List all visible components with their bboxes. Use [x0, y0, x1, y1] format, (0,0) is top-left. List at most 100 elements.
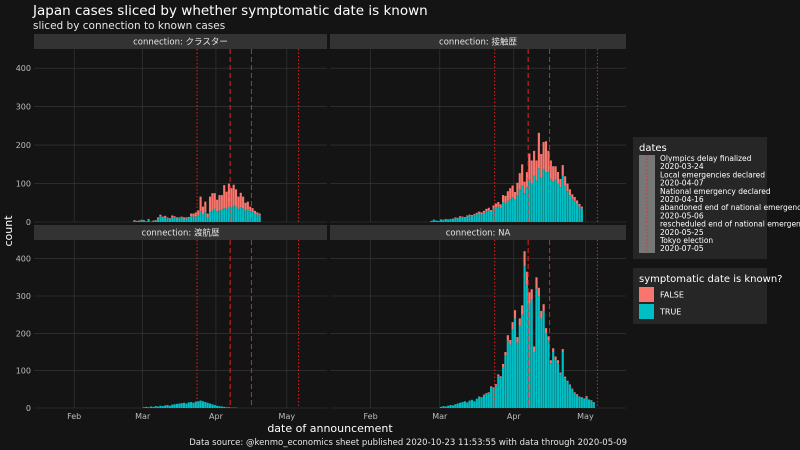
bar-true — [192, 216, 195, 222]
bar-false — [521, 305, 524, 315]
bar-false — [552, 166, 555, 182]
bar-false — [249, 206, 252, 212]
bar-true — [523, 193, 526, 222]
bar-true — [175, 218, 179, 222]
bar-true — [223, 208, 226, 222]
bar-false — [566, 183, 569, 192]
facet-strip — [34, 34, 327, 49]
y-tick-label: 400 — [16, 64, 31, 73]
bar-true — [216, 405, 219, 408]
bar-true — [497, 376, 500, 408]
bar-true — [211, 404, 214, 408]
bar-false — [242, 196, 245, 209]
bar-false — [509, 340, 512, 345]
bar-false — [497, 202, 500, 207]
bar-true — [178, 403, 181, 408]
bar-false — [540, 310, 543, 319]
bar-true — [435, 220, 438, 222]
bar-true — [168, 405, 171, 408]
legend-entry-label: TRUE — [659, 308, 681, 317]
bar-true — [564, 378, 567, 408]
bar-true — [145, 221, 148, 222]
bar-true — [540, 177, 543, 222]
bar-true — [256, 214, 259, 222]
bar-false — [234, 189, 238, 207]
bar-true — [499, 378, 502, 408]
bar-true — [180, 403, 183, 408]
bar-true — [482, 212, 486, 222]
bar-true — [147, 407, 150, 408]
bar-false — [206, 213, 209, 218]
bar-false — [578, 203, 581, 207]
bar-false — [485, 393, 488, 394]
bar-false — [497, 374, 500, 377]
bar-true — [213, 208, 216, 222]
bar-false — [166, 217, 169, 219]
bar-true — [571, 389, 574, 408]
bar-false — [504, 195, 507, 204]
bar-true — [571, 198, 574, 222]
legend-entry-label: FALSE — [660, 291, 684, 300]
bar-true — [234, 206, 238, 222]
bar-true — [494, 385, 497, 408]
bar-true — [456, 403, 459, 408]
bar-true — [494, 207, 497, 222]
bars — [439, 251, 595, 408]
bar-false — [232, 184, 235, 206]
bar-true — [578, 396, 581, 408]
bar-true — [211, 210, 214, 222]
bar-false — [535, 160, 538, 181]
bar-false — [225, 191, 228, 209]
bar-true — [509, 198, 512, 222]
bar-true — [140, 220, 143, 222]
bar-false — [494, 203, 497, 208]
y-tick-label: 0 — [26, 404, 31, 413]
y-tick-label: 100 — [16, 367, 31, 376]
bar-false — [244, 202, 247, 211]
dates-legend-event-date: 2020-07-05 — [660, 244, 704, 253]
bar-false — [182, 217, 186, 219]
bar-true — [592, 402, 595, 408]
bar-false — [492, 387, 495, 389]
bar-false — [585, 396, 588, 397]
bar-true — [473, 215, 476, 222]
bar-true — [437, 220, 440, 222]
bar-true — [204, 212, 207, 222]
bar-true — [201, 401, 205, 408]
bar-true — [482, 394, 486, 408]
bar-true — [147, 219, 150, 222]
bar-true — [223, 406, 226, 408]
bar-false — [208, 196, 212, 213]
facet-strip-label: connection: 渡航歴 — [142, 228, 220, 239]
facet-panel: connection: 渡航歴 0 100 200 300 400 Feb Mar Apr May — [16, 225, 327, 421]
bar-false — [190, 213, 193, 217]
bar-true — [530, 183, 533, 222]
bar-false — [542, 304, 545, 311]
bar-false — [559, 178, 562, 188]
bar-true — [227, 206, 231, 222]
bar-false — [523, 181, 526, 194]
bar-false — [552, 348, 555, 352]
bar-false — [511, 185, 514, 198]
bar-true — [180, 217, 183, 222]
bar-true — [449, 219, 452, 222]
bar-false — [197, 210, 200, 216]
bar-true — [516, 195, 519, 222]
bar-true — [528, 179, 531, 222]
bar-true — [225, 208, 228, 222]
bar-true — [549, 363, 552, 408]
bar-false — [516, 182, 519, 196]
bar-true — [463, 401, 466, 408]
dates-legend-event-name: Local emergencies declared — [660, 170, 765, 179]
bar-true — [185, 403, 188, 408]
bar-true — [523, 266, 526, 408]
bar-true — [573, 200, 576, 222]
x-tick-label: Apr — [507, 412, 522, 421]
bar-false — [482, 210, 486, 213]
bar-true — [190, 216, 193, 222]
gridlines — [34, 240, 327, 409]
x-tick-label: Mar — [135, 412, 151, 421]
bar-true — [197, 215, 200, 222]
bar-true — [145, 406, 148, 408]
